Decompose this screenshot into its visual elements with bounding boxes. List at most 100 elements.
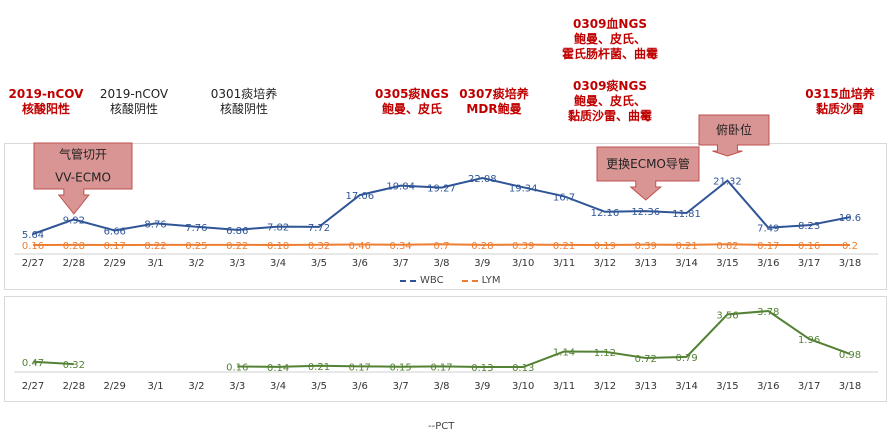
- lym-point-label: 0.39: [512, 241, 534, 252]
- bottom-x-tick-label: 3/13: [635, 381, 657, 392]
- wbc-point-label: 6.86: [226, 226, 248, 237]
- top-x-tick-label: 3/2: [188, 258, 204, 269]
- pct-point-label: 0.98: [839, 350, 861, 361]
- legend-lym: LYM: [461, 275, 501, 286]
- top-x-tick-label: 3/12: [594, 258, 616, 269]
- top-x-tick-label: 3/6: [352, 258, 368, 269]
- bottom-x-tick-label: 3/5: [311, 381, 327, 392]
- bottom-x-tick-label: 3/2: [188, 381, 204, 392]
- annotation-7: 0309痰NGS 鲍曼、皮氏、 黏质沙雷、曲霉: [567, 79, 652, 123]
- bottom-x-tick-label: 3/9: [474, 381, 490, 392]
- top-x-tick-label: 3/16: [757, 258, 779, 269]
- lym-point-label: 0.62: [716, 241, 738, 252]
- annotation-3: 0301痰培养 核酸阴性: [210, 87, 278, 116]
- bottom-x-tick-label: 3/12: [594, 381, 616, 392]
- pct-point-label: 0.13: [471, 363, 493, 374]
- pct-point-label: 0.32: [63, 360, 85, 371]
- wbc-point-label: 19.84: [386, 182, 415, 193]
- wbc-point-label: 8.76: [144, 219, 166, 230]
- lym-point-label: 0.7: [434, 241, 450, 252]
- lym-point-label: 0.16: [798, 241, 820, 252]
- top-x-tick-label: 3/15: [716, 258, 738, 269]
- wbc-point-label: 7.82: [267, 223, 289, 234]
- annotation-4: 0305痰NGS 鲍曼、皮氏: [375, 87, 449, 116]
- bottom-x-tick-label: 3/4: [270, 381, 286, 392]
- bottom-x-tick-label: 2/27: [22, 381, 44, 392]
- pct-point-label: 0.13: [512, 363, 534, 374]
- bottom-x-tick-label: 3/16: [757, 381, 779, 392]
- top-x-tick-label: 3/18: [839, 258, 861, 269]
- wbc-point-label: 9.92: [63, 215, 85, 226]
- bottom-x-tick-label: 3/8: [433, 381, 449, 392]
- lym-point-label: 0.39: [635, 241, 657, 252]
- pct-point-label: 0.16: [226, 363, 248, 374]
- callout-arrow: [33, 142, 133, 215]
- pct-point-label: 1.12: [594, 348, 616, 359]
- wbc-point-label: 22.08: [468, 174, 497, 185]
- bottom-x-tick-label: 3/1: [148, 381, 164, 392]
- top-x-tick-label: 3/13: [635, 258, 657, 269]
- legend-wbc: WBC: [400, 275, 444, 286]
- callout-text: 俯卧位: [716, 122, 752, 137]
- lym-point-label: 0.17: [104, 241, 126, 252]
- callout-text: 更换ECMO导管: [606, 156, 690, 171]
- lym-point-label: 0.22: [226, 241, 248, 252]
- wbc-point-label: 7.76: [185, 223, 207, 234]
- pct-point-label: 3.56: [716, 310, 738, 321]
- bottom-x-tick-label: 3/17: [798, 381, 820, 392]
- legend-wbc-label: WBC: [420, 275, 444, 286]
- lym-point-label: 0.18: [267, 241, 289, 252]
- pct-point-label: 0.21: [308, 362, 330, 373]
- pct-point-label: 0.17: [349, 362, 371, 373]
- top-x-tick-label: 3/1: [148, 258, 164, 269]
- lym-point-label: 0.34: [390, 241, 412, 252]
- lym-point-label: 0.19: [594, 241, 616, 252]
- lym-point-label: 0.21: [675, 241, 697, 252]
- callout-arrow: [596, 146, 700, 201]
- top-x-tick-label: 3/11: [553, 258, 575, 269]
- bottom-x-tick-label: 3/15: [716, 381, 738, 392]
- pct-point-label: 3.78: [757, 307, 779, 318]
- pct-line: [32, 309, 851, 368]
- wbc-point-label: 5.64: [22, 230, 44, 241]
- pct-point-label: 0.47: [22, 358, 44, 369]
- top-x-tick-label: 3/4: [270, 258, 286, 269]
- bottom-x-tick-label: 3/18: [839, 381, 861, 392]
- callout-text: 气管切开: [59, 147, 107, 162]
- pct-legend-label: --PCT: [428, 421, 455, 432]
- wbc-point-label: 19.27: [427, 184, 456, 195]
- bottom-x-tick-label: 2/29: [103, 381, 125, 392]
- wbc-point-label: 7.72: [308, 223, 330, 234]
- annotation-2: 2019-nCOV 核酸阴性: [99, 87, 169, 116]
- wbc-point-label: 7.49: [757, 224, 779, 235]
- bottom-x-tick-label: 3/6: [352, 381, 368, 392]
- top-x-tick-label: 3/9: [474, 258, 490, 269]
- top-x-tick-label: 3/7: [393, 258, 409, 269]
- wbc-point-label: 11.81: [672, 209, 701, 220]
- top-x-tick-label: 3/5: [311, 258, 327, 269]
- pct-point-label: 0.72: [635, 354, 657, 365]
- annotation-5: 0307痰培养 MDR鲍曼: [459, 87, 529, 116]
- top-legend: WBC LYM: [400, 275, 501, 286]
- lym-point-label: 0.2: [842, 241, 858, 252]
- lym-point-label: 0.21: [553, 241, 575, 252]
- top-x-tick-label: 3/14: [675, 258, 697, 269]
- lym-point-label: 0.22: [144, 241, 166, 252]
- lym-point-label: 0.46: [349, 241, 371, 252]
- bottom-x-tick-label: 3/14: [675, 381, 697, 392]
- wbc-point-label: 12.16: [591, 208, 620, 219]
- pct-chart: 0.47 0.32 0.16 0.14 0.21 0.17 0.15 0.17 0.13 0.13…: [14, 307, 878, 392]
- top-x-tick-label: 3/10: [512, 258, 534, 269]
- bottom-x-tick-label: 2/28: [63, 381, 85, 392]
- wbc-lym-panel: [4, 143, 887, 290]
- pct-point-label: 0.79: [675, 353, 697, 364]
- wbc-point-label: 16.7: [553, 192, 575, 203]
- annotation-1: 2019-nCOV 核酸阳性: [8, 87, 84, 116]
- bottom-x-tick-label: 3/10: [512, 381, 534, 392]
- top-x-tick-label: 3/17: [798, 258, 820, 269]
- wbc-point-label: 8.23: [798, 221, 820, 232]
- top-x-tick-label: 2/27: [22, 258, 44, 269]
- annotation-6: 0309血NGS 鲍曼、皮氏、 霍氏肠杆菌、曲霉: [561, 17, 658, 61]
- callout-text: VV-ECMO: [55, 171, 111, 185]
